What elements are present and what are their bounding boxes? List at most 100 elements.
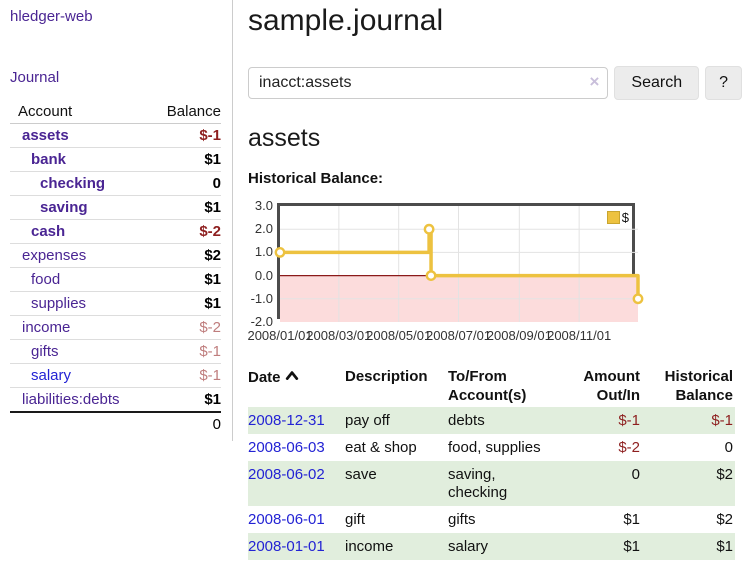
amount-header-line1: Amount — [583, 368, 640, 385]
sort-ascending-icon — [285, 367, 299, 386]
transaction-accounts: saving, checking — [448, 466, 508, 501]
transaction-date-link[interactable]: 2008-06-01 — [248, 511, 325, 528]
account-balance: $1 — [204, 199, 221, 216]
transaction-balance: $2 — [716, 466, 733, 483]
chart-plot: $ — [274, 203, 644, 322]
account-row: salary $-1 — [10, 364, 221, 388]
sidebar: hledger-web Journal Account Balance asse… — [0, 0, 233, 441]
account-link-assets[interactable]: assets — [22, 127, 69, 144]
transaction-amount: 0 — [631, 466, 640, 483]
account-link-income[interactable]: income — [22, 319, 71, 336]
account-balance: $-2 — [199, 319, 221, 336]
x-axis-tick-label: 2008/01/01 — [247, 328, 313, 343]
chart-heading: Historical Balance: — [248, 170, 384, 187]
account-row: saving $1 — [10, 196, 221, 220]
account-link-saving[interactable]: saving — [40, 199, 88, 216]
account-link-gifts[interactable]: gifts — [31, 343, 59, 360]
main-content: sample.journal × Search ? assets Histori… — [247, 0, 742, 560]
transaction-amount: $1 — [623, 511, 640, 528]
tofrom-header-line1: To/From — [448, 368, 507, 385]
y-axis-tick-label: -1.0 — [250, 290, 273, 306]
data-point-marker — [423, 223, 435, 235]
account-balance: $1 — [204, 295, 221, 312]
search-input[interactable] — [248, 67, 609, 99]
account-row: food $1 — [10, 268, 221, 292]
description-column-header: Description — [345, 368, 428, 385]
clear-search-icon[interactable]: × — [589, 72, 600, 91]
account-row: liabilities:debts $1 — [10, 388, 221, 412]
account-column-header: Account — [18, 103, 73, 120]
transaction-description: save — [345, 466, 377, 483]
transaction-accounts: debts — [448, 412, 485, 429]
app-brand-link[interactable]: hledger-web — [10, 8, 93, 25]
date-column-header[interactable]: Date — [248, 365, 345, 407]
account-link-cash[interactable]: cash — [31, 223, 66, 240]
transaction-accounts: gifts — [448, 511, 476, 528]
account-row: checking 0 — [10, 172, 221, 196]
transaction-accounts: salary — [448, 538, 489, 555]
transaction-amount: $1 — [623, 538, 640, 555]
page-title: sample.journal — [248, 4, 444, 37]
account-row: gifts $-1 — [10, 340, 221, 364]
account-row: supplies $1 — [10, 292, 221, 316]
x-axis-tick-label: 2008/11/01 — [547, 328, 612, 343]
transaction-balance: 0 — [724, 439, 733, 456]
transaction-row: 2008-06-02 save saving, checking 0 $2 — [248, 461, 735, 506]
account-page-title: assets — [248, 124, 321, 152]
y-axis-tick-label: 0.0 — [254, 267, 273, 283]
accounts-total-value: 0 — [212, 416, 221, 433]
transaction-description: eat & shop — [345, 439, 417, 456]
amount-column-header: Amount Out/In — [572, 365, 642, 407]
transaction-description: pay off — [345, 412, 390, 429]
transaction-row: 2008-06-01 gift gifts $1 $2 — [248, 506, 735, 533]
account-balance: $2 — [204, 247, 221, 264]
account-link-supplies[interactable]: supplies — [31, 295, 87, 312]
account-link-expenses[interactable]: expenses — [22, 247, 87, 264]
transaction-row: 2008-06-03 eat & shop food, supplies $-2… — [248, 434, 735, 461]
account-balance: $-2 — [199, 223, 221, 240]
account-balance: $-1 — [199, 127, 221, 144]
transaction-description: income — [345, 538, 394, 555]
account-link-liabilities-debts[interactable]: liabilities:debts — [22, 391, 120, 408]
transaction-description: gift — [345, 511, 366, 528]
search-box: × — [248, 67, 609, 99]
y-axis-tick-label: -2.0 — [250, 314, 273, 329]
legend-swatch-icon — [606, 211, 620, 224]
account-row: expenses $2 — [10, 244, 221, 268]
data-point-marker — [425, 270, 437, 282]
tofrom-header-line2: Account(s) — [448, 387, 527, 404]
y-axis-tick-label: 2.0 — [254, 221, 273, 237]
y-axis-tick-label: 3.0 — [254, 198, 273, 213]
legend-label: $ — [621, 210, 629, 225]
account-balance: $-1 — [199, 367, 221, 384]
transaction-date-link[interactable]: 2008-01-01 — [248, 538, 325, 555]
account-link-food[interactable]: food — [31, 271, 61, 288]
help-button[interactable]: ? — [705, 66, 742, 100]
account-balance: $-1 — [199, 343, 221, 360]
transaction-date-link[interactable]: 2008-06-02 — [248, 466, 325, 483]
account-row: assets $-1 — [10, 124, 221, 148]
search-form: × Search ? — [248, 66, 742, 100]
account-link-bank[interactable]: bank — [31, 151, 67, 168]
search-button[interactable]: Search — [614, 66, 700, 100]
accounts-total-row: 0 — [10, 412, 221, 436]
account-balance: 0 — [212, 175, 221, 192]
y-axis-tick-label: 1.0 — [254, 244, 273, 260]
historical-header-line2: Balance — [675, 387, 733, 404]
account-balance: $1 — [204, 151, 221, 168]
sidebar-item-journal[interactable]: Journal — [10, 69, 60, 86]
date-header-label: Date — [248, 369, 281, 386]
account-balance: $1 — [204, 391, 221, 408]
data-point-marker — [632, 293, 644, 305]
account-link-salary[interactable]: salary — [31, 367, 72, 384]
transaction-amount: $-2 — [618, 439, 640, 456]
historical-column-header: Historical Balance — [642, 365, 735, 407]
transaction-date-link[interactable]: 2008-06-03 — [248, 439, 325, 456]
account-link-checking[interactable]: checking — [40, 175, 106, 192]
register-table: Date Description To/From Account(s) Amou… — [248, 365, 735, 560]
transaction-date-link[interactable]: 2008-12-31 — [248, 412, 325, 429]
accounts-table-header: Account Balance — [10, 100, 221, 124]
account-balance: $1 — [204, 271, 221, 288]
account-row: bank $1 — [10, 148, 221, 172]
data-point-marker — [274, 247, 286, 258]
